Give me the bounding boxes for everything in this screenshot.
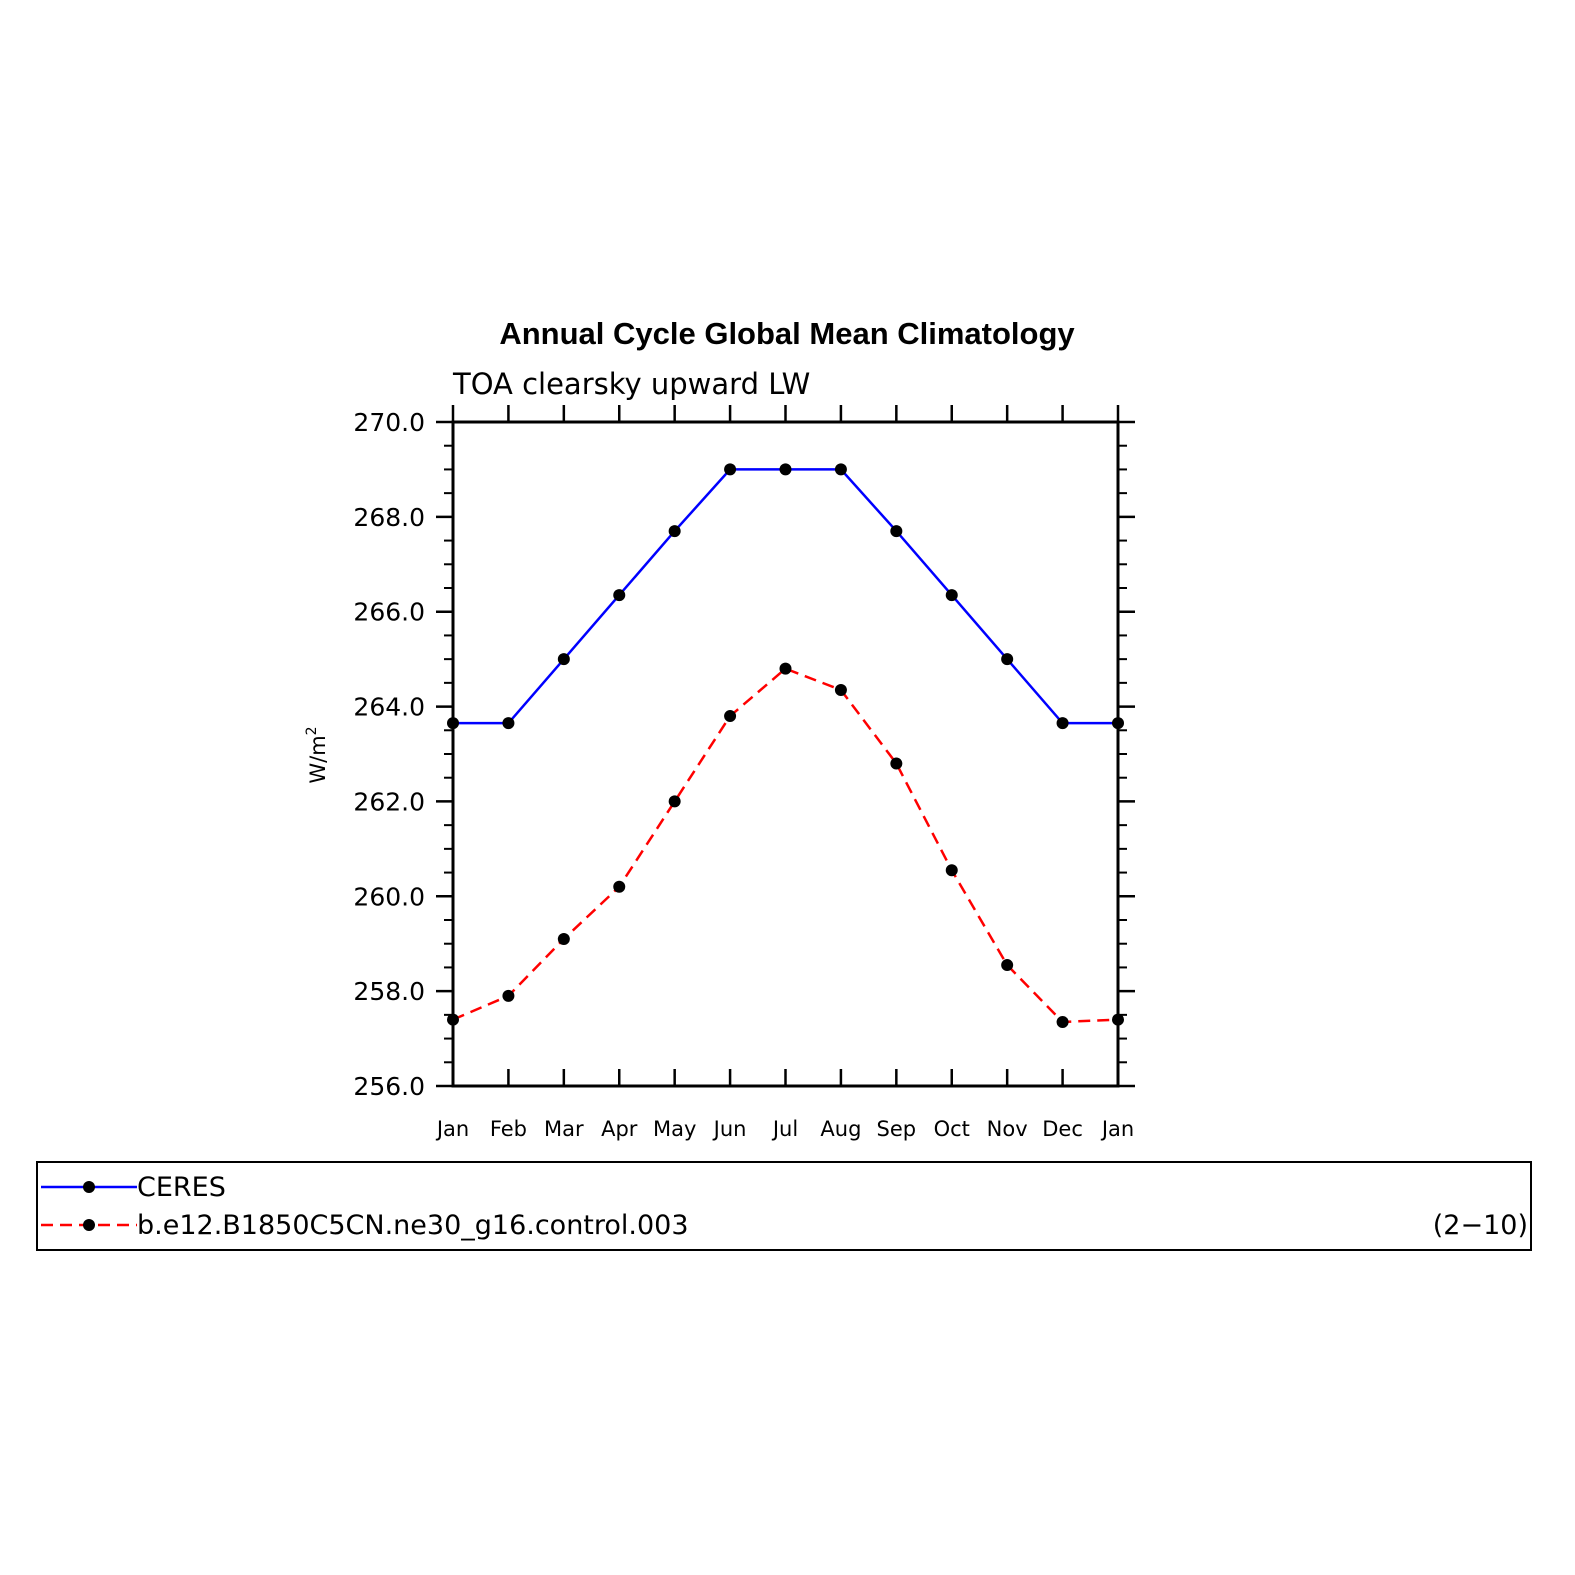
series-2-point	[1001, 959, 1014, 972]
series-2-point	[779, 662, 792, 675]
x-tick-label: Aug	[820, 1117, 861, 1141]
x-tick-label: Sep	[877, 1117, 917, 1141]
series-2-point	[724, 710, 737, 723]
series-1-point	[724, 463, 737, 476]
series-1-point	[779, 463, 792, 476]
x-tick-label: Apr	[601, 1117, 638, 1141]
x-tick-label: Jun	[712, 1117, 747, 1141]
series-1-point	[557, 653, 570, 666]
y-tick-label: 266.0	[353, 598, 425, 627]
chart-subtitle: TOA clearsky upward LW	[452, 367, 810, 401]
x-tick-label: Feb	[490, 1117, 527, 1141]
x-tick-label: Nov	[987, 1117, 1028, 1141]
series-2-point	[668, 795, 681, 808]
y-tick-label: 258.0	[353, 977, 425, 1006]
y-axis-label-text: W/m	[306, 735, 330, 783]
y-tick-label: 268.0	[353, 503, 425, 532]
legend-note: (2−10)	[1433, 1210, 1528, 1241]
x-tick-label: May	[653, 1117, 696, 1141]
y-axis-label-superscript: 2	[304, 726, 320, 735]
legend-marker-1	[83, 1181, 95, 1193]
legend-label-2: b.e12.B1850C5CN.ne30_g16.control.003	[137, 1210, 689, 1241]
chart-title: Annual Cycle Global Mean Climatology	[499, 316, 1075, 351]
series-1-point	[613, 589, 626, 602]
x-tick-label: Dec	[1042, 1117, 1083, 1141]
series-1-point	[1001, 653, 1014, 666]
series-2-point	[890, 757, 903, 770]
x-tick-label: Oct	[934, 1117, 970, 1141]
series-line-1	[453, 468, 1118, 725]
y-tick-label: 260.0	[353, 882, 425, 911]
series-2-point	[557, 932, 570, 945]
y-tick-label: 262.0	[353, 787, 425, 816]
series-2-point	[1056, 1015, 1069, 1028]
x-tick-label: Mar	[544, 1117, 584, 1141]
series-1-point	[1056, 717, 1069, 730]
plot-frame	[451, 420, 1120, 1088]
series-1-point	[668, 525, 681, 538]
series-1-point	[834, 463, 847, 476]
series-2-point	[613, 880, 626, 893]
series-2-point	[502, 989, 515, 1002]
series-line-2	[452, 667, 1119, 1024]
x-tick-label: Jan	[1100, 1117, 1134, 1141]
series-1-point	[502, 717, 515, 730]
x-tick-label: Jan	[435, 1117, 469, 1141]
series-2-point	[945, 864, 958, 877]
svg-text:W/m2: W/m2	[304, 726, 330, 783]
series-2-point	[834, 683, 847, 696]
legend-label-1: CERES	[137, 1172, 226, 1203]
legend-marker-2	[83, 1219, 95, 1231]
legend-box	[36, 1161, 1532, 1251]
series-1-point	[945, 589, 958, 602]
y-tick-label: 270.0	[353, 408, 425, 437]
x-tick-label: Jul	[771, 1117, 798, 1141]
series-1-point	[890, 525, 903, 538]
y-axis-label: W/m2	[304, 726, 330, 783]
y-tick-label: 264.0	[353, 693, 425, 722]
y-tick-label: 256.0	[353, 1072, 425, 1101]
